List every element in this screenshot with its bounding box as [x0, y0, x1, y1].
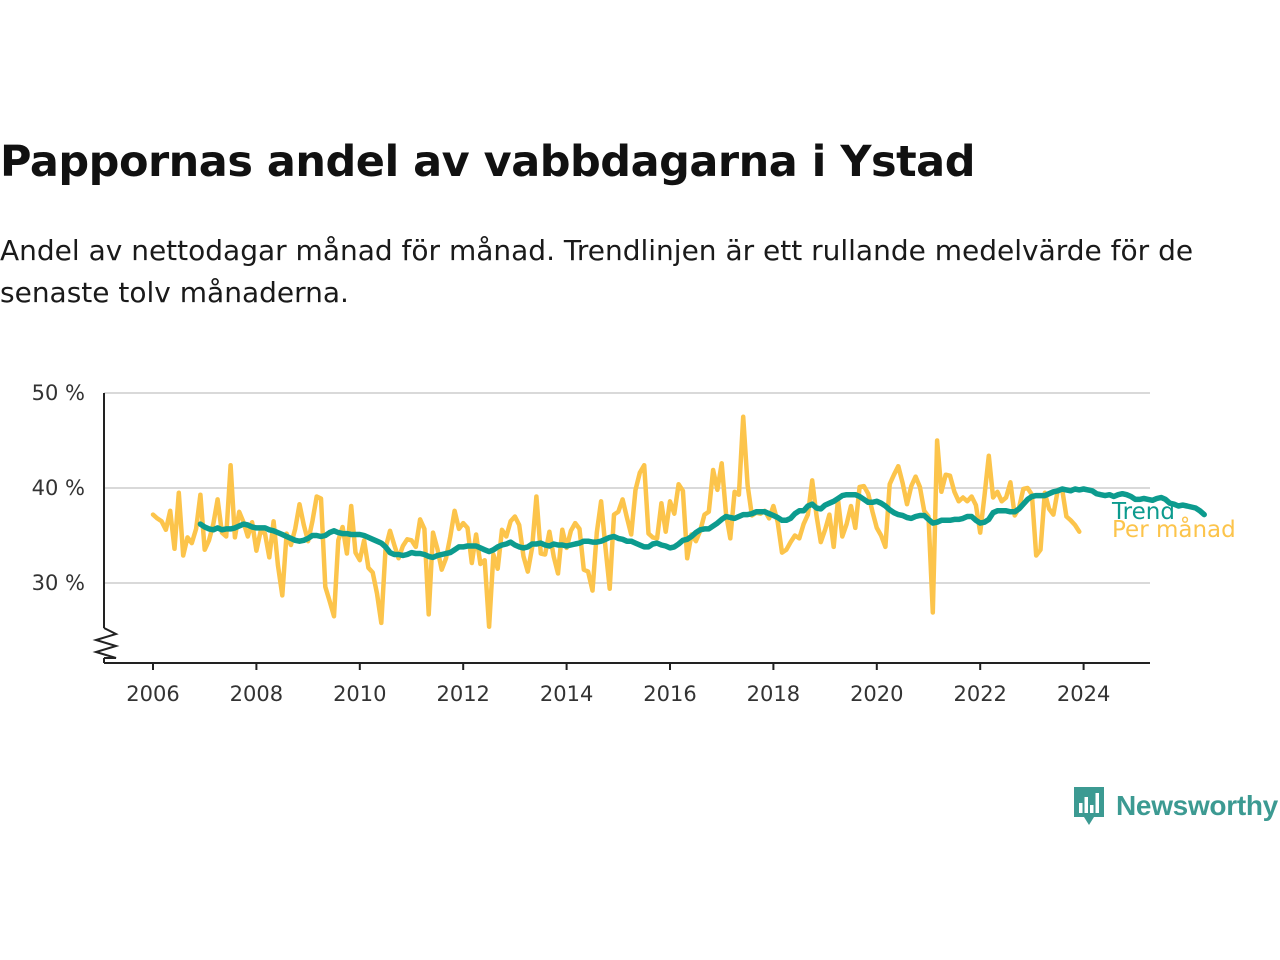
y-tick-label: 40 %	[32, 476, 85, 500]
newsworthy-logo: Newsworthy	[1072, 784, 1278, 828]
chart-title: Pappornas andel av vabbdagarna i Ystad	[0, 137, 975, 187]
x-tick-label: 2008	[230, 682, 283, 706]
chart-subtitle: Andel av nettodagar månad för månad. Tre…	[0, 234, 1194, 309]
x-tick-label: 2012	[436, 682, 489, 706]
x-tick-label: 2024	[1057, 682, 1110, 706]
series-line-trend	[197, 486, 1207, 561]
x-tick-label: 2018	[747, 682, 800, 706]
x-tick-label: 2020	[850, 682, 903, 706]
y-tick-label: 50 %	[32, 381, 85, 405]
x-tick-label: 2016	[643, 682, 696, 706]
axes: 30 % 40 % 50 % 2006 2008 2010 2012 2014 2016 2018…	[32, 381, 1150, 706]
x-tick-label: 2010	[333, 682, 386, 706]
axis-break-icon	[92, 627, 120, 659]
bar-chart-icon	[1074, 787, 1104, 825]
y-tick-label: 30 %	[32, 571, 85, 595]
series-label-trend: Trend	[1111, 499, 1175, 525]
brand-name: Newsworthy	[1116, 790, 1278, 821]
x-tick-label: 2006	[126, 682, 179, 706]
series-lines	[150, 414, 1207, 629]
x-tick-label: 2014	[540, 682, 593, 706]
x-tick-label: 2022	[953, 682, 1006, 706]
series-label-per-manad: Per månad	[1112, 515, 1236, 543]
